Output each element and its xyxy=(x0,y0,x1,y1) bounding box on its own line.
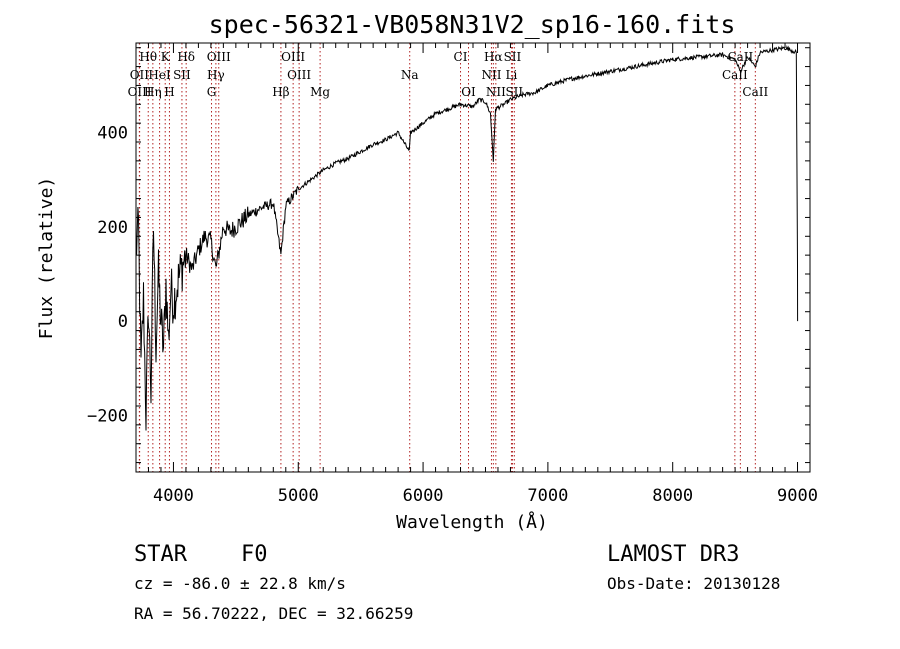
y-axis-label: Flux (relative) xyxy=(36,177,57,340)
obs-date: Obs-Date: 20130128 xyxy=(607,574,780,593)
line-label: Hβ xyxy=(272,85,289,99)
x-tick-label: 5000 xyxy=(278,486,319,506)
y-axis-ticks: −200 0 200 400 xyxy=(87,47,810,464)
line-label: OIII xyxy=(281,50,305,64)
y-tick-label: 0 xyxy=(118,312,128,332)
line-label: HeI xyxy=(148,68,171,82)
line-label: NII xyxy=(481,68,501,82)
x-tick-label: 9000 xyxy=(777,486,818,506)
line-label: NII xyxy=(486,85,506,99)
redshift-cz: cz = -86.0 ± 22.8 km/s xyxy=(134,574,346,593)
line-label: OIII xyxy=(128,85,152,99)
y-tick-label: −200 xyxy=(87,406,128,426)
x-tick-label: 4000 xyxy=(153,486,194,506)
line-label: CaII xyxy=(722,68,748,82)
line-label: CaII xyxy=(727,50,753,64)
line-label: OII xyxy=(130,68,150,82)
line-label: Hγ xyxy=(207,68,225,82)
x-tick-label: 8000 xyxy=(652,486,693,506)
x-tick-label: 6000 xyxy=(403,486,444,506)
y-tick-label: 400 xyxy=(97,124,128,144)
line-label: OIII xyxy=(287,68,311,82)
line-label: Hδ xyxy=(177,50,195,64)
survey-name: LAMOST DR3 xyxy=(607,542,739,567)
line-label: Hθ xyxy=(139,50,157,64)
ra-dec: RA = 56.70222, DEC = 32.66259 xyxy=(134,604,413,623)
line-label: SII xyxy=(504,50,522,64)
line-label: H xyxy=(164,85,174,99)
line-label: CI xyxy=(454,50,468,64)
spectral-line-markers xyxy=(138,43,756,472)
chart-title: spec-56321-VB058N31V2_sp16-160.fits xyxy=(209,10,736,39)
line-label: Na xyxy=(401,68,419,82)
y-tick-label: 200 xyxy=(97,218,128,238)
object-subclass: F0 xyxy=(241,542,268,567)
line-label: K xyxy=(161,50,171,64)
line-label: Li xyxy=(506,68,518,82)
line-label: G xyxy=(207,85,217,99)
line-label: Mg xyxy=(310,85,330,99)
line-label: OIII xyxy=(207,50,231,64)
line-label: SII xyxy=(173,68,191,82)
spectrum-line xyxy=(135,44,799,431)
line-label: OI xyxy=(461,85,476,99)
line-label: CaII xyxy=(742,85,768,99)
x-tick-label: 7000 xyxy=(527,486,568,506)
object-class: STAR xyxy=(134,542,188,567)
line-label: SII xyxy=(505,85,523,99)
x-axis-label: Wavelength (Å) xyxy=(396,511,548,533)
x-axis-ticks: 4000 5000 6000 7000 8000 9000 xyxy=(135,43,818,506)
plot-frame xyxy=(135,42,811,473)
line-label: Hα xyxy=(484,50,503,64)
line-label: Hη xyxy=(144,85,162,99)
